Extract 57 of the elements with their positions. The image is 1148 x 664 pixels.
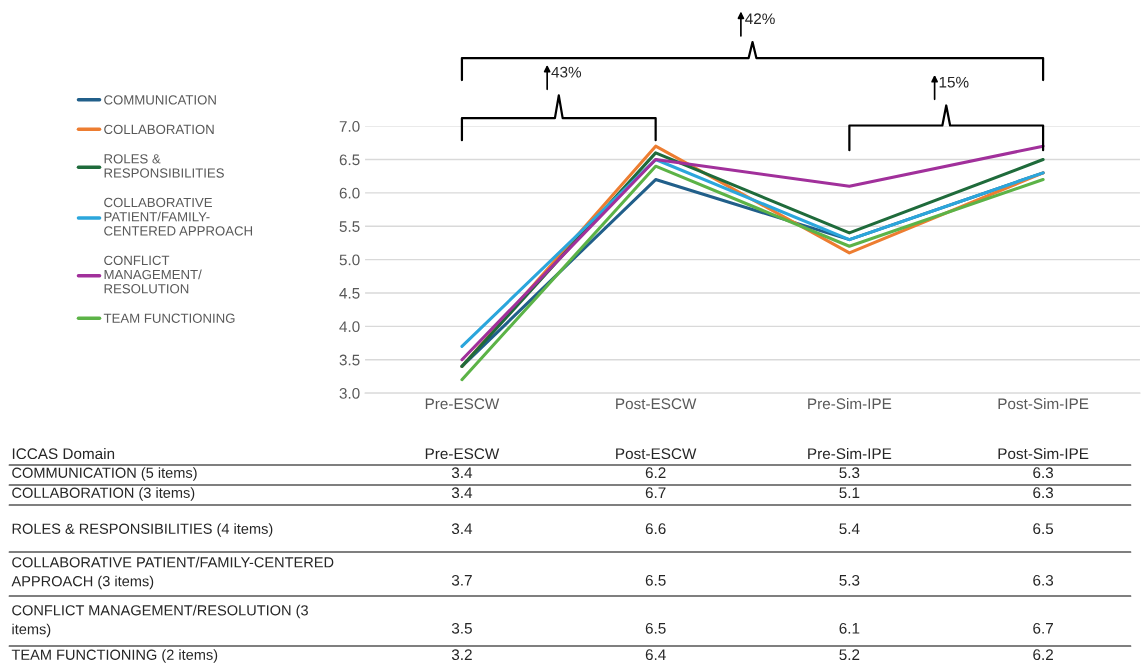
- data-label: 6.5: [645, 574, 666, 586]
- data-label: 3.2: [451, 649, 472, 661]
- legend-label: TEAM FUNCTIONING: [103, 313, 235, 323]
- text: COMMUNICATION (5 items): [12, 467, 197, 481]
- data-label: 6.4: [645, 649, 666, 661]
- x-tick-label: Pre-ESCW: [425, 398, 500, 410]
- data-label: 3.4: [451, 467, 473, 479]
- y-tick-label: 5.0: [339, 254, 360, 266]
- text: 43%: [551, 66, 582, 78]
- data-label: 6.7: [645, 487, 666, 499]
- legend-label: ROLES & RESPONSIBILITIES: [104, 154, 224, 178]
- y-tick-label: 4.0: [339, 321, 360, 333]
- data-label: 6.5: [645, 622, 666, 634]
- text: COLLABORATION (3 items): [12, 487, 195, 501]
- data-label: 6.3: [1033, 574, 1054, 586]
- category-label: Pre-Sim-IPE: [808, 447, 892, 460]
- category-label: Post-Sim-IPE: [998, 447, 1089, 460]
- y-tick-label: 7.0: [339, 121, 360, 132]
- text: 15%: [939, 76, 969, 88]
- x-tick-label: Post-ESCW: [616, 398, 697, 410]
- legend-label: CONFLICT MANAGEMENT/ RESOLUTION: [104, 255, 202, 294]
- data-label: 6.2: [1033, 649, 1053, 661]
- data-label: 6.5: [1033, 523, 1054, 535]
- y-tick-label: 3.5: [339, 354, 360, 366]
- x-tick-label: Post-Sim-IPE: [998, 397, 1089, 410]
- data-label: 6.7: [1033, 622, 1053, 634]
- text: CONFLICT MANAGEMENT/RESOLUTION (3 items): [12, 604, 308, 638]
- data-label: 6.6: [645, 523, 666, 535]
- legend-label: COMMUNICATION: [104, 95, 216, 105]
- x-tick-label: Pre-Sim-IPE: [808, 397, 892, 410]
- data-label: 6.2: [645, 467, 666, 479]
- data-label: 5.4: [839, 523, 860, 535]
- text: ICCAS Domain: [12, 447, 115, 460]
- data-label: 5.1: [839, 487, 860, 499]
- y-tick-label: 6.0: [339, 187, 360, 199]
- data-label: 6.3: [1033, 487, 1054, 499]
- y-tick-label: 5.5: [339, 221, 360, 232]
- data-label: 5.3: [839, 467, 860, 479]
- data-label: 3.7: [451, 574, 472, 586]
- text: TEAM FUNCTIONING (2 items): [11, 649, 218, 663]
- y-tick-label: 4.5: [339, 288, 360, 299]
- data-label: 5.3: [839, 574, 860, 586]
- text: COLLABORATIVE PATIENT/FAMILY-CENTERED APPROACH (3 items): [11, 556, 334, 590]
- data-label: 3.5: [451, 622, 472, 634]
- category-label: Post-ESCW: [616, 448, 697, 460]
- data-label: 5.2: [839, 649, 860, 661]
- legend-label: COLLABORATIVE PATIENT/FAMILY- CENTERED APPROACH: [104, 197, 253, 236]
- data-label: 3.4: [451, 523, 473, 535]
- text: ROLES & RESPONSIBILITIES (4 items): [12, 523, 273, 537]
- data-label: 6.1: [839, 622, 860, 634]
- legend-label: COLLABORATION: [104, 124, 214, 135]
- y-tick-label: 3.0: [339, 387, 360, 399]
- data-label: 6.3: [1033, 467, 1054, 479]
- text: 42%: [745, 13, 775, 25]
- category-label: Pre-ESCW: [425, 448, 500, 460]
- y-tick-label: 6.5: [339, 154, 360, 166]
- data-label: 3.4: [451, 487, 473, 499]
